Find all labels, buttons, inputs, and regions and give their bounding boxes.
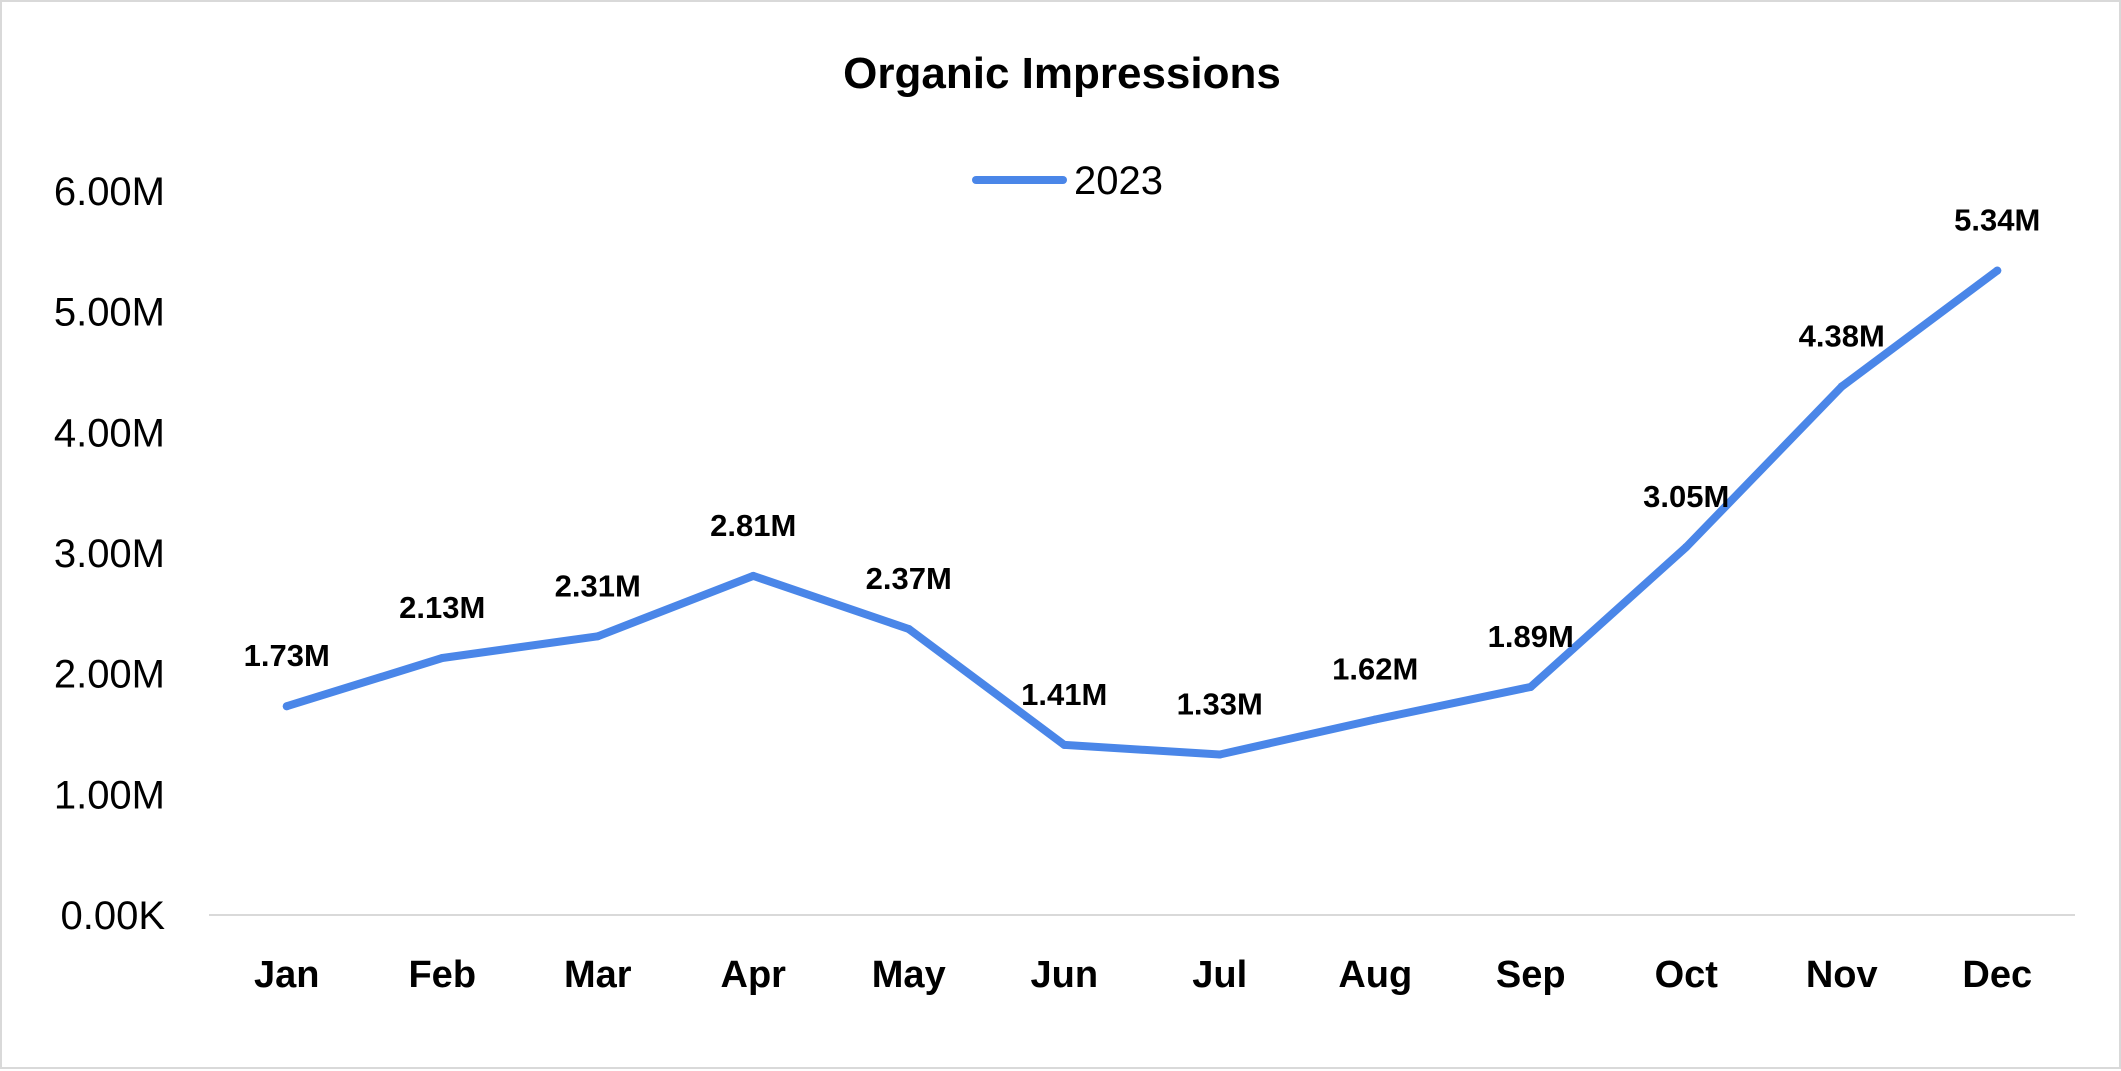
data-label-aug: 1.62M: [1332, 652, 1418, 687]
x-tick-label-dec: Dec: [1962, 954, 2032, 996]
data-label-sep: 1.89M: [1488, 619, 1574, 654]
data-point-may: [904, 625, 913, 634]
data-label-may: 2.37M: [866, 561, 952, 596]
series-line-2023: [282, 266, 2002, 759]
y-tick-label: 3.00M: [54, 532, 165, 576]
x-tick-label-jul: Jul: [1192, 954, 1247, 996]
legend: 2023: [972, 159, 1163, 203]
data-label-apr: 2.81M: [710, 508, 796, 543]
data-point-mar: [593, 632, 602, 641]
y-tick-label: 1.00M: [54, 773, 165, 817]
x-tick-label-feb: Feb: [408, 954, 476, 996]
x-tick-label-jun: Jun: [1030, 954, 1098, 996]
y-tick-label: 0.00K: [60, 894, 165, 938]
data-point-jan: [282, 702, 291, 711]
x-tick-label-apr: Apr: [721, 954, 787, 996]
data-point-oct: [1682, 542, 1691, 551]
x-tick-label-aug: Aug: [1338, 954, 1412, 996]
x-axis: Jan Feb Mar Apr May Jun Jul Aug Sep Oct Nov Dec: [254, 954, 2032, 996]
x-tick-label-mar: Mar: [564, 954, 632, 996]
data-point-sep: [1526, 682, 1535, 691]
data-point-jul: [1215, 750, 1224, 759]
data-label-nov: 4.38M: [1799, 318, 1885, 353]
legend-label-2023: 2023: [1074, 159, 1163, 203]
y-tick-label: 5.00M: [54, 291, 165, 335]
data-label-mar: 2.31M: [555, 568, 641, 603]
data-label-dec: 5.34M: [1954, 203, 2040, 238]
data-label-feb: 2.13M: [399, 590, 485, 625]
series-2023: [282, 266, 2002, 759]
chart-title: Organic Impressions: [843, 49, 1281, 98]
data-labels: 1.73M 2.13M 2.31M 2.81M 2.37M 1.41M 1.33M 1.62M…: [244, 203, 2041, 722]
data-point-jun: [1060, 740, 1069, 749]
data-point-nov: [1837, 382, 1846, 391]
data-label-oct: 3.05M: [1643, 479, 1729, 514]
x-tick-label-nov: Nov: [1806, 954, 1878, 996]
y-tick-label: 2.00M: [54, 653, 165, 697]
data-label-jan: 1.73M: [244, 638, 330, 673]
x-tick-label-jan: Jan: [254, 954, 319, 996]
y-tick-label: 4.00M: [54, 411, 165, 455]
data-point-dec: [1993, 266, 2002, 275]
y-axis: 0.00K 1.00M 2.00M 3.00M 4.00M 5.00M 6.00M: [54, 170, 165, 938]
data-label-jul: 1.33M: [1177, 687, 1263, 722]
x-tick-label-may: May: [872, 954, 946, 996]
data-point-aug: [1371, 715, 1380, 724]
x-tick-label-oct: Oct: [1655, 954, 1719, 996]
y-tick-label: 6.00M: [54, 170, 165, 214]
x-tick-label-sep: Sep: [1496, 954, 1566, 996]
data-point-feb: [438, 653, 447, 662]
data-point-apr: [749, 571, 758, 580]
data-label-jun: 1.41M: [1021, 677, 1107, 712]
